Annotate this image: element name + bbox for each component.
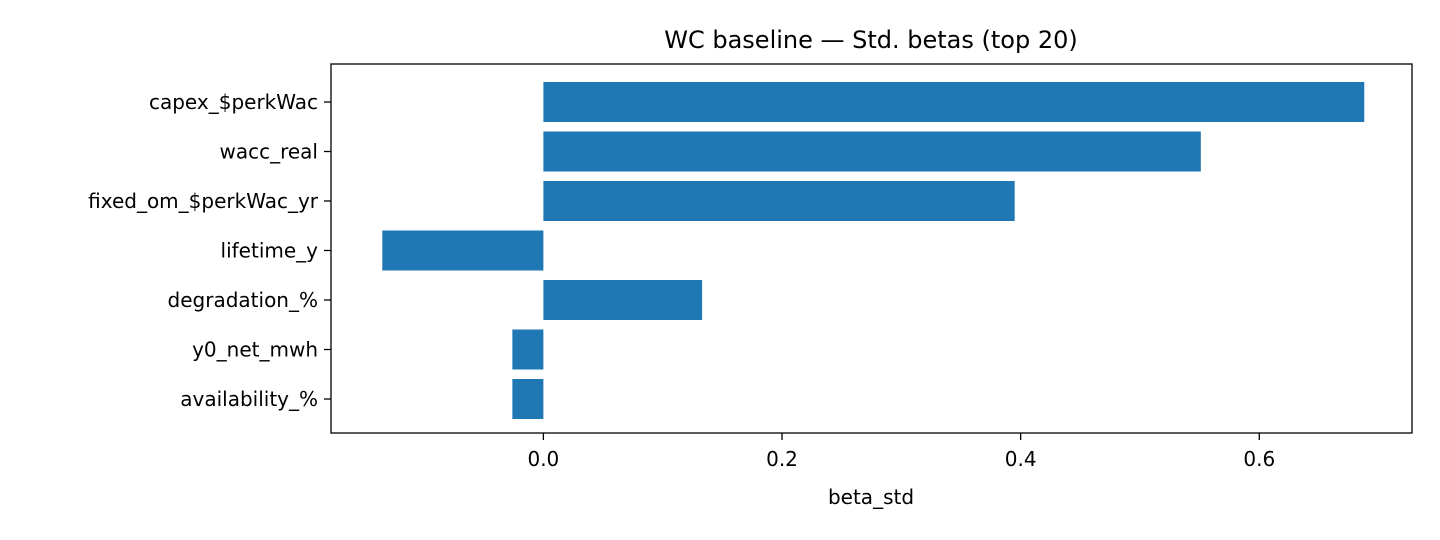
x-axis: 0.0 0.2 0.4 0.6 — [527, 433, 1275, 471]
bar-3 — [382, 230, 544, 271]
y-tick-label-0: capex_$perkWac — [149, 90, 318, 114]
bar-1 — [543, 131, 1201, 172]
y-tick-label-6: availability_% — [180, 387, 318, 411]
y-tick-label-4: degradation_% — [168, 288, 318, 312]
x-tick-label-3: 0.6 — [1243, 447, 1275, 471]
y-axis: capex_$perkWac wacc_real fixed_om_$perkWac… — [88, 90, 331, 411]
x-axis-label: beta_std — [828, 485, 914, 509]
bars — [382, 82, 1365, 419]
bar-0 — [543, 82, 1365, 122]
y-tick-label-1: wacc_real — [219, 140, 318, 164]
bar-4 — [543, 280, 703, 320]
x-tick-label-2: 0.4 — [1005, 447, 1037, 471]
bar-6 — [512, 379, 544, 419]
plot-frame — [330, 63, 1413, 434]
bar-2 — [543, 181, 1015, 221]
y-tick-label-3: lifetime_y — [221, 239, 319, 263]
chart-title: WC baseline — Std. betas (top 20) — [664, 26, 1078, 54]
y-tick-label-2: fixed_om_$perkWac_yr — [88, 189, 319, 213]
y-tick-label-5: y0_net_mwh — [192, 338, 318, 362]
bar-5 — [512, 329, 544, 370]
x-tick-label-0: 0.0 — [527, 447, 559, 471]
x-tick-label-1: 0.2 — [766, 447, 798, 471]
